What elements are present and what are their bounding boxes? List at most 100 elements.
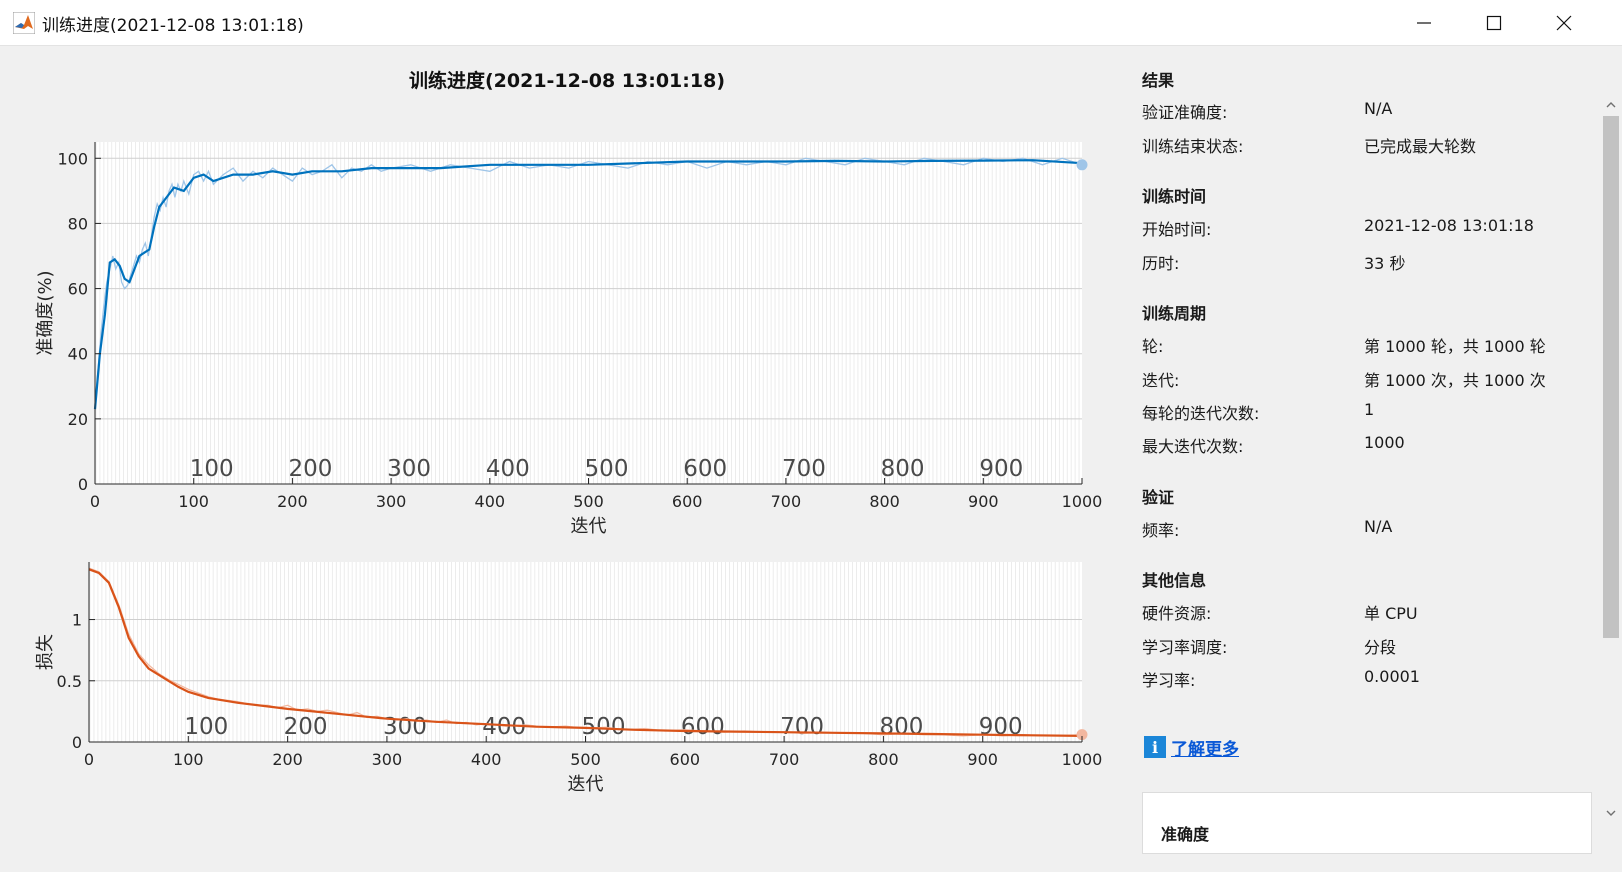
title-bar: 训练进度(2021-12-08 13:01:18) — [0, 0, 1622, 46]
hardware-value: 单 CPU — [1364, 604, 1418, 623]
loss-epoch-label: 600 — [681, 714, 725, 740]
end-status-label: 训练结束状态: — [1142, 137, 1244, 156]
acc-x-tick-label: 500 — [573, 492, 604, 511]
acc-epoch-label: 900 — [979, 456, 1023, 482]
close-icon — [1556, 15, 1572, 30]
learn-more-link[interactable]: i 了解更多 — [1144, 734, 1239, 760]
loss-x-tick-label: 600 — [670, 750, 701, 769]
acc-y-axis-label: 准确度(%) — [35, 270, 56, 355]
acc-x-tick-label: 600 — [672, 492, 703, 511]
acc-x-tick-label: 700 — [771, 492, 802, 511]
maximize-button[interactable] — [1459, 0, 1529, 45]
scrollbar-thumb[interactable] — [1603, 116, 1619, 638]
acc-epoch-label: 300 — [387, 456, 431, 482]
acc-smoothed-line — [93, 159, 1083, 410]
window-title: 训练进度(2021-12-08 13:01:18) — [42, 16, 304, 36]
acc-y-tick-label: 100 — [57, 149, 88, 168]
learn-more-text[interactable]: 了解更多 — [1171, 739, 1239, 760]
acc-epoch-label: 400 — [486, 456, 530, 482]
val-acc-value: N/A — [1364, 99, 1393, 118]
acc-x-tick-label: 900 — [968, 492, 999, 511]
acc-y-tick-label: 60 — [68, 280, 88, 299]
iteration-label: 迭代: — [1142, 371, 1180, 390]
loss-y-tick-label: 0 — [72, 733, 82, 752]
info-panel: 结果 验证准确度: N/A 训练结束状态: 已完成最大轮数 训练时间 开始时间:… — [1118, 46, 1598, 854]
iter-per-epoch-label: 每轮的迭代次数: — [1142, 404, 1260, 423]
loss-y-tick-label: 0.5 — [57, 672, 82, 691]
frequency-label: 频率: — [1142, 521, 1180, 540]
max-iter-value: 1000 — [1364, 433, 1405, 452]
loss-smoothed-line — [88, 568, 1083, 737]
acc-final-point — [1076, 159, 1088, 171]
lr-schedule-value: 分段 — [1364, 638, 1397, 657]
acc-epoch-label: 200 — [288, 456, 332, 482]
max-iter-label: 最大迭代次数: — [1142, 437, 1244, 456]
acc-x-tick-label: 100 — [178, 492, 209, 511]
acc-x-tick-label: 400 — [475, 492, 506, 511]
loss-x-tick-label: 900 — [967, 750, 998, 769]
main-area: 训练进度(2021-12-08 13:01:18) 100 200 300 400 500… — [0, 46, 1622, 872]
elapsed-label: 历时: — [1142, 254, 1180, 273]
iter-per-epoch-value: 1 — [1364, 400, 1375, 419]
scroll-up-arrow-icon[interactable] — [1604, 98, 1618, 112]
acc-y-tick-label: 20 — [68, 410, 88, 429]
loss-x-tick-label: 700 — [769, 750, 800, 769]
loss-epoch-label: 200 — [284, 714, 328, 740]
training-progress-plot: 训练进度(2021-12-08 13:01:18)100 200 300 400 500… — [35, 69, 1103, 795]
section-time-title: 训练时间 — [1142, 187, 1207, 206]
loss-x-tick-label: 1000 — [1062, 750, 1103, 769]
legend-title: 准确度 — [1161, 825, 1210, 844]
chart-title: 训练进度(2021-12-08 13:01:18) — [409, 69, 725, 92]
scroll-down-arrow-icon[interactable] — [1604, 806, 1618, 820]
loss-epoch-label: 800 — [879, 714, 923, 740]
loss-epoch-label: 400 — [482, 714, 526, 740]
matlab-logo-icon — [13, 12, 35, 34]
iteration-value: 第 1000 次，共 1000 次 — [1364, 371, 1546, 390]
learning-rate-value: 0.0001 — [1364, 667, 1420, 686]
acc-x-tick-label: 200 — [277, 492, 308, 511]
learning-rate-label: 学习率: — [1142, 671, 1196, 690]
acc-x-tick-label: 800 — [869, 492, 900, 511]
acc-y-tick-label: 40 — [68, 345, 88, 364]
loss-epoch-label: 700 — [780, 714, 824, 740]
loss-epoch-label: 100 — [184, 714, 228, 740]
section-results-title: 结果 — [1142, 71, 1175, 90]
loss-x-tick-label: 500 — [570, 750, 601, 769]
epoch-value: 第 1000 轮，共 1000 轮 — [1364, 337, 1546, 356]
close-button[interactable] — [1529, 0, 1599, 45]
loss-x-tick-label: 300 — [372, 750, 403, 769]
section-validation-title: 验证 — [1142, 488, 1175, 507]
val-acc-label: 验证准确度: — [1142, 103, 1228, 122]
acc-epoch-label: 600 — [683, 456, 727, 482]
acc-epoch-label: 100 — [190, 456, 234, 482]
acc-epoch-label: 700 — [782, 456, 826, 482]
loss-x-tick-label: 200 — [272, 750, 303, 769]
acc-y-tick-label: 80 — [68, 214, 88, 233]
loss-x-tick-label: 800 — [868, 750, 899, 769]
section-cycle-title: 训练周期 — [1142, 304, 1207, 323]
info-icon: i — [1144, 736, 1166, 758]
lr-schedule-label: 学习率调度: — [1142, 638, 1228, 657]
acc-epoch-label: 800 — [881, 456, 925, 482]
section-other-title: 其他信息 — [1142, 571, 1207, 590]
maximize-icon — [1486, 15, 1502, 30]
loss-x-tick-label: 400 — [471, 750, 502, 769]
loss-y-axis-label: 损失 — [35, 634, 56, 670]
acc-x-tick-label: 0 — [90, 492, 100, 511]
acc-y-tick-label: 0 — [78, 475, 88, 494]
acc-x-axis-label: 迭代 — [571, 516, 607, 537]
end-status-value: 已完成最大轮数 — [1364, 137, 1477, 156]
minimize-button[interactable] — [1389, 0, 1459, 45]
loss-y-tick-label: 1 — [72, 611, 82, 630]
legend-panel: 准确度 — [1142, 792, 1592, 854]
minimize-icon — [1417, 21, 1431, 24]
loss-x-tick-label: 0 — [84, 750, 94, 769]
elapsed-value: 33 秒 — [1364, 254, 1406, 273]
start-time-value: 2021-12-08 13:01:18 — [1364, 216, 1534, 235]
loss-x-axis-label: 迭代 — [568, 774, 604, 795]
frequency-value: N/A — [1364, 517, 1393, 536]
start-time-label: 开始时间: — [1142, 220, 1212, 239]
hardware-label: 硬件资源: — [1142, 604, 1212, 623]
loss-x-tick-label: 100 — [173, 750, 204, 769]
acc-plot-area — [95, 142, 1082, 484]
